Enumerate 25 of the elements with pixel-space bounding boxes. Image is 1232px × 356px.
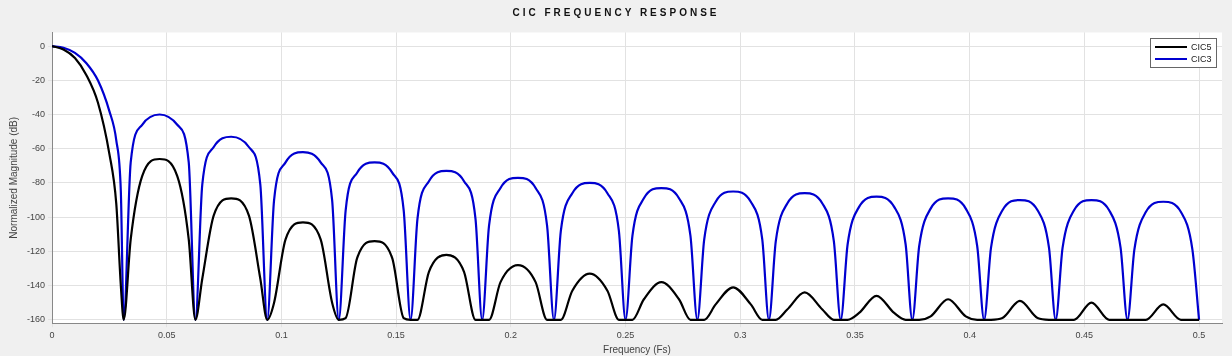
y-tick-label: -80 bbox=[32, 177, 46, 188]
x-tick-label: 0.15 bbox=[387, 330, 405, 341]
y-tick-label: -20 bbox=[32, 74, 46, 85]
x-axis-title: Frequency (Fs) bbox=[603, 343, 671, 355]
x-tick-label: 0.3 bbox=[733, 330, 747, 341]
x-tick-label: 0.45 bbox=[1075, 330, 1094, 341]
legend-label: CIC3 bbox=[1191, 53, 1212, 66]
legend-label: CIC5 bbox=[1191, 41, 1212, 54]
y-tick-label: 0 bbox=[40, 40, 46, 51]
x-tick-label: 0.1 bbox=[275, 330, 288, 341]
x-tick-label: 0 bbox=[49, 330, 55, 341]
chart-title: CIC FREQUENCY RESPONSE bbox=[511, 6, 721, 20]
y-tick-label: -100 bbox=[27, 211, 46, 222]
x-tick-label: 0.4 bbox=[963, 330, 976, 341]
y-tick-label: -60 bbox=[32, 143, 46, 154]
y-tick-label: -120 bbox=[27, 245, 46, 256]
x-tick-label: 0.25 bbox=[616, 330, 635, 341]
y-tick-label: -140 bbox=[27, 280, 46, 291]
y-axis-title: Normalized Magnitude (dB) bbox=[7, 116, 19, 239]
x-tick-label: 0.35 bbox=[846, 330, 864, 341]
y-tick-label: -160 bbox=[27, 314, 46, 325]
x-tick-label: 0.05 bbox=[157, 330, 176, 341]
x-tick-label: 0.5 bbox=[1192, 330, 1206, 341]
y-tick-label: -40 bbox=[32, 108, 46, 119]
x-tick-label: 0.2 bbox=[504, 330, 518, 341]
